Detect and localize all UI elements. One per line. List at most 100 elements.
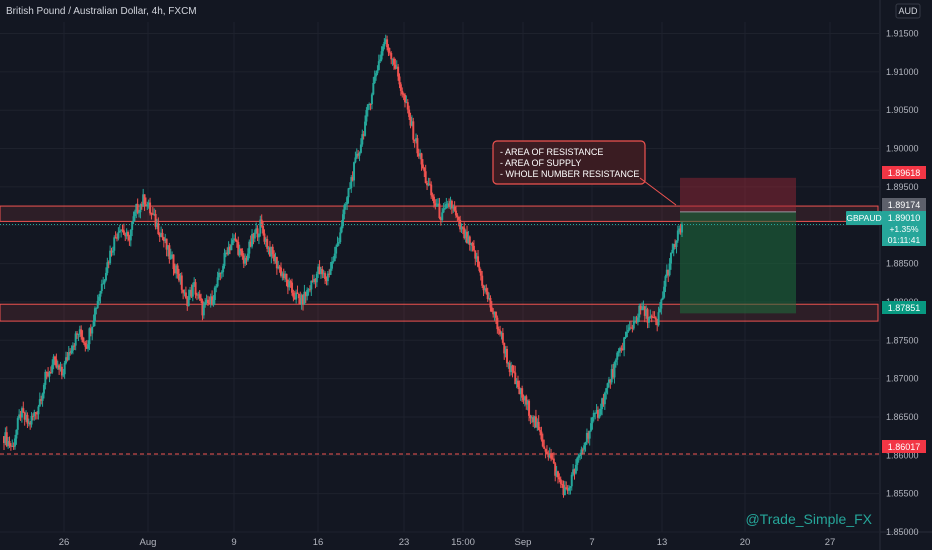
- current-price-text: 1.89010: [888, 213, 921, 223]
- candle-body: [213, 287, 216, 301]
- change-text: +1.35%: [889, 224, 919, 234]
- candle-body: [71, 345, 74, 351]
- candle-body: [646, 309, 649, 323]
- candle-body: [442, 209, 445, 213]
- candle-body: [551, 458, 554, 460]
- time-tick: 27: [825, 537, 836, 548]
- candle-body: [675, 240, 678, 247]
- candle-body: [387, 47, 390, 53]
- candle-body: [628, 327, 631, 330]
- candle-body: [93, 308, 96, 322]
- watermark: @Trade_Simple_FX: [745, 511, 872, 527]
- candle-body: [233, 238, 236, 241]
- candle-body: [494, 311, 497, 318]
- currency-badge[interactable]: AUD: [895, 3, 921, 19]
- candle-body: [665, 269, 668, 277]
- candle-body: [595, 409, 598, 413]
- candle-body: [681, 224, 683, 233]
- candle-body: [679, 228, 682, 233]
- candle-body: [346, 197, 349, 205]
- symbol-price-label[interactable]: GBPAUD 1.89010 +1.35% 01:11:41: [846, 211, 926, 246]
- candle-body: [355, 153, 358, 158]
- countdown-text: 01:11:41: [888, 235, 921, 245]
- candle-body: [40, 399, 43, 401]
- candle-body: [596, 409, 599, 418]
- candle-body: [172, 254, 175, 270]
- candle-body: [147, 202, 150, 205]
- price-tick: 1.85000: [886, 527, 919, 537]
- candle-body: [238, 249, 241, 255]
- candle-body: [415, 138, 418, 142]
- candle-body: [52, 356, 55, 365]
- candle-body: [44, 371, 47, 385]
- candle-body: [563, 487, 566, 496]
- target-price-text: 1.87851: [888, 303, 921, 313]
- candle-body: [110, 250, 113, 253]
- candle-body: [124, 234, 127, 237]
- candle-body: [399, 84, 402, 91]
- candle-body: [573, 469, 576, 474]
- stop-price-text: 1.89618: [888, 168, 921, 178]
- candle-body: [497, 329, 500, 331]
- currency-badge-bg: [895, 3, 921, 19]
- candle-body: [317, 266, 320, 274]
- candle-body: [561, 483, 564, 485]
- candle-body: [463, 227, 466, 239]
- candle-body: [576, 457, 579, 465]
- candle-body: [566, 488, 569, 491]
- candle-body: [540, 431, 543, 440]
- candle-body: [69, 352, 72, 354]
- time-tick: 20: [740, 537, 751, 548]
- candle-body: [464, 231, 467, 239]
- candle-body: [176, 265, 179, 274]
- candle-body: [224, 252, 227, 254]
- candle-body: [645, 309, 648, 316]
- candle-body: [314, 278, 317, 283]
- candle-body: [574, 464, 577, 474]
- candle-body: [281, 273, 284, 276]
- candle-body: [443, 208, 446, 210]
- candle-body: [62, 374, 65, 376]
- candle-body: [205, 299, 208, 303]
- candle-body: [357, 153, 360, 156]
- candle-body: [455, 210, 457, 216]
- candle-body: [106, 262, 109, 273]
- candle-body: [485, 288, 488, 292]
- candle-body: [556, 471, 559, 478]
- candle-body: [153, 213, 156, 215]
- candle-body: [241, 250, 244, 256]
- candle-body: [229, 246, 231, 251]
- candle-body: [617, 351, 620, 353]
- candle-body: [656, 319, 659, 326]
- current-price-box: [882, 211, 926, 246]
- candle-body: [634, 321, 637, 323]
- candle-body: [599, 409, 602, 415]
- candle-body: [7, 441, 10, 447]
- candle-body: [325, 279, 328, 282]
- candle-body: [658, 308, 661, 313]
- candle-body: [157, 223, 160, 235]
- candle-body: [477, 256, 480, 267]
- candle-body: [653, 317, 656, 319]
- candle-body: [521, 388, 524, 398]
- candle-body: [676, 230, 679, 241]
- candle-body: [412, 121, 415, 140]
- candle-body: [481, 275, 484, 286]
- candle-body: [364, 121, 367, 136]
- candle-body: [353, 162, 356, 181]
- time-axis[interactable]: 26 Aug 9 16 23 15:00 Sep 7 13 20 27: [59, 537, 836, 548]
- candle-body: [504, 348, 507, 354]
- candle-body: [88, 328, 91, 345]
- candle-body: [22, 408, 25, 413]
- candle-body: [118, 230, 121, 233]
- candle-body: [249, 241, 252, 247]
- candle-body: [348, 188, 351, 190]
- candle-body: [568, 487, 570, 491]
- candle-body: [517, 380, 520, 388]
- candle-body: [606, 383, 609, 389]
- candle-body: [347, 188, 350, 198]
- candle-body: [515, 380, 518, 385]
- candle-body: [20, 408, 23, 418]
- candle-body: [253, 232, 256, 239]
